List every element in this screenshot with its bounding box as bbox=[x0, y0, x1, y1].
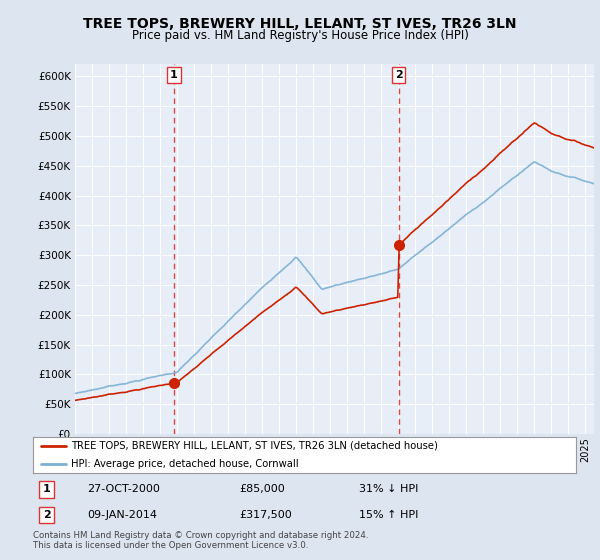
Text: TREE TOPS, BREWERY HILL, LELANT, ST IVES, TR26 3LN: TREE TOPS, BREWERY HILL, LELANT, ST IVES… bbox=[83, 16, 517, 30]
Text: 2: 2 bbox=[43, 510, 50, 520]
Text: £317,500: £317,500 bbox=[239, 510, 292, 520]
Text: Contains HM Land Registry data © Crown copyright and database right 2024.
This d: Contains HM Land Registry data © Crown c… bbox=[33, 531, 368, 550]
Text: 31% ↓ HPI: 31% ↓ HPI bbox=[359, 484, 418, 494]
Text: 27-OCT-2000: 27-OCT-2000 bbox=[88, 484, 160, 494]
Text: TREE TOPS, BREWERY HILL, LELANT, ST IVES, TR26 3LN (detached house): TREE TOPS, BREWERY HILL, LELANT, ST IVES… bbox=[71, 441, 438, 451]
Text: 1: 1 bbox=[43, 484, 50, 494]
Text: £85,000: £85,000 bbox=[239, 484, 285, 494]
Text: Price paid vs. HM Land Registry's House Price Index (HPI): Price paid vs. HM Land Registry's House … bbox=[131, 29, 469, 43]
Text: 1: 1 bbox=[170, 70, 178, 80]
Text: HPI: Average price, detached house, Cornwall: HPI: Average price, detached house, Corn… bbox=[71, 459, 299, 469]
Text: 09-JAN-2014: 09-JAN-2014 bbox=[88, 510, 157, 520]
Text: 15% ↑ HPI: 15% ↑ HPI bbox=[359, 510, 418, 520]
Text: 2: 2 bbox=[395, 70, 403, 80]
